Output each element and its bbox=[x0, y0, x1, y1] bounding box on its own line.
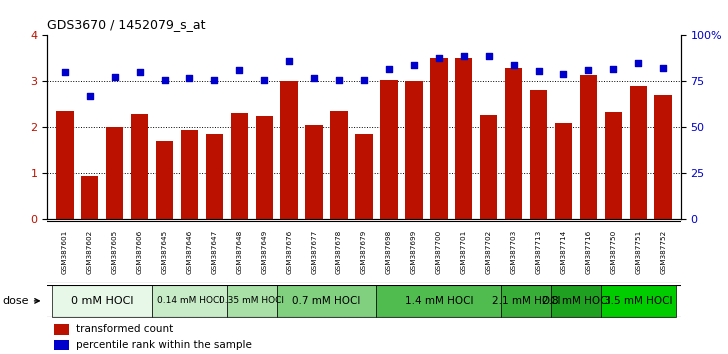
Bar bbox=[54, 340, 69, 350]
Bar bbox=[530, 90, 547, 219]
Text: 1.4 mM HOCl: 1.4 mM HOCl bbox=[405, 296, 473, 306]
Text: GSM387602: GSM387602 bbox=[87, 230, 92, 274]
Bar bbox=[156, 141, 173, 219]
Text: GDS3670 / 1452079_s_at: GDS3670 / 1452079_s_at bbox=[47, 18, 206, 30]
Bar bbox=[181, 130, 198, 219]
Text: GSM387701: GSM387701 bbox=[461, 230, 467, 274]
Bar bbox=[480, 115, 497, 219]
Text: dose: dose bbox=[2, 296, 39, 306]
Text: percentile rank within the sample: percentile rank within the sample bbox=[76, 340, 252, 350]
Text: GSM387716: GSM387716 bbox=[585, 230, 591, 274]
Bar bbox=[601, 285, 676, 317]
Text: GSM387601: GSM387601 bbox=[62, 230, 68, 274]
Text: GSM387678: GSM387678 bbox=[336, 230, 342, 274]
Bar bbox=[81, 176, 98, 219]
Text: GSM387752: GSM387752 bbox=[660, 230, 666, 274]
Text: GSM387647: GSM387647 bbox=[211, 230, 218, 274]
Text: 0.7 mM HOCl: 0.7 mM HOCl bbox=[293, 296, 361, 306]
Point bbox=[134, 69, 146, 75]
Text: 3.5 mM HOCl: 3.5 mM HOCl bbox=[604, 296, 673, 306]
Bar bbox=[505, 68, 522, 219]
Text: GSM387698: GSM387698 bbox=[386, 230, 392, 274]
Bar bbox=[654, 95, 672, 219]
Point bbox=[108, 74, 120, 80]
Text: 0.14 mM HOCl: 0.14 mM HOCl bbox=[157, 296, 222, 306]
Text: GSM387699: GSM387699 bbox=[411, 230, 417, 274]
Text: GSM387606: GSM387606 bbox=[137, 230, 143, 274]
Point bbox=[283, 58, 295, 64]
Point bbox=[582, 68, 594, 73]
Bar bbox=[227, 285, 277, 317]
Bar bbox=[380, 80, 397, 219]
Bar bbox=[405, 81, 422, 219]
Point bbox=[383, 66, 395, 72]
Bar bbox=[605, 112, 622, 219]
Bar bbox=[306, 125, 323, 219]
Text: GSM387645: GSM387645 bbox=[162, 230, 167, 274]
Text: GSM387646: GSM387646 bbox=[186, 230, 192, 274]
Bar bbox=[280, 81, 298, 219]
Point bbox=[458, 53, 470, 58]
Bar bbox=[206, 134, 223, 219]
Text: GSM387676: GSM387676 bbox=[286, 230, 292, 274]
Point bbox=[408, 62, 420, 68]
Bar bbox=[231, 113, 248, 219]
Text: GSM387702: GSM387702 bbox=[486, 230, 491, 274]
Bar bbox=[455, 58, 472, 219]
Bar bbox=[579, 75, 597, 219]
Point bbox=[657, 65, 669, 70]
Text: GSM387750: GSM387750 bbox=[610, 230, 617, 274]
Text: 0.35 mM HOCl: 0.35 mM HOCl bbox=[219, 296, 285, 306]
Bar bbox=[630, 86, 647, 219]
Text: GSM387714: GSM387714 bbox=[561, 230, 566, 274]
Bar bbox=[131, 114, 149, 219]
Point bbox=[558, 71, 569, 77]
Text: GSM387649: GSM387649 bbox=[261, 230, 267, 274]
Text: transformed count: transformed count bbox=[76, 324, 173, 334]
Point bbox=[633, 60, 644, 66]
Bar bbox=[430, 58, 448, 219]
Text: GSM387700: GSM387700 bbox=[436, 230, 442, 274]
Text: 2.1 mM HOCl: 2.1 mM HOCl bbox=[492, 296, 561, 306]
Text: GSM387679: GSM387679 bbox=[361, 230, 367, 274]
Point bbox=[183, 75, 195, 81]
Point bbox=[84, 93, 95, 99]
Point bbox=[333, 78, 345, 83]
Text: 0 mM HOCl: 0 mM HOCl bbox=[71, 296, 133, 306]
Point bbox=[433, 56, 445, 61]
Bar bbox=[52, 285, 152, 317]
Text: GSM387751: GSM387751 bbox=[636, 230, 641, 274]
Point bbox=[508, 62, 520, 68]
Bar bbox=[56, 111, 74, 219]
Text: GSM387713: GSM387713 bbox=[536, 230, 542, 274]
Point bbox=[208, 77, 220, 82]
Bar bbox=[551, 285, 601, 317]
Text: GSM387605: GSM387605 bbox=[111, 230, 118, 274]
Point bbox=[358, 78, 370, 83]
Bar bbox=[256, 116, 273, 219]
Point bbox=[308, 75, 320, 81]
Bar bbox=[555, 123, 572, 219]
Bar bbox=[277, 285, 376, 317]
Text: GSM387648: GSM387648 bbox=[237, 230, 242, 274]
Bar bbox=[376, 285, 501, 317]
Bar bbox=[152, 285, 227, 317]
Text: GSM387677: GSM387677 bbox=[311, 230, 317, 274]
Point bbox=[59, 69, 71, 75]
Point bbox=[533, 68, 545, 74]
Point bbox=[483, 53, 494, 58]
Text: GSM387703: GSM387703 bbox=[510, 230, 517, 274]
Bar bbox=[331, 111, 348, 219]
Bar bbox=[501, 285, 551, 317]
Point bbox=[608, 66, 620, 72]
Bar bbox=[355, 134, 373, 219]
Point bbox=[258, 77, 270, 82]
Bar bbox=[54, 324, 69, 335]
Text: 2.8 mM HOCl: 2.8 mM HOCl bbox=[542, 296, 610, 306]
Point bbox=[234, 68, 245, 73]
Point bbox=[159, 77, 170, 82]
Bar bbox=[106, 127, 123, 219]
